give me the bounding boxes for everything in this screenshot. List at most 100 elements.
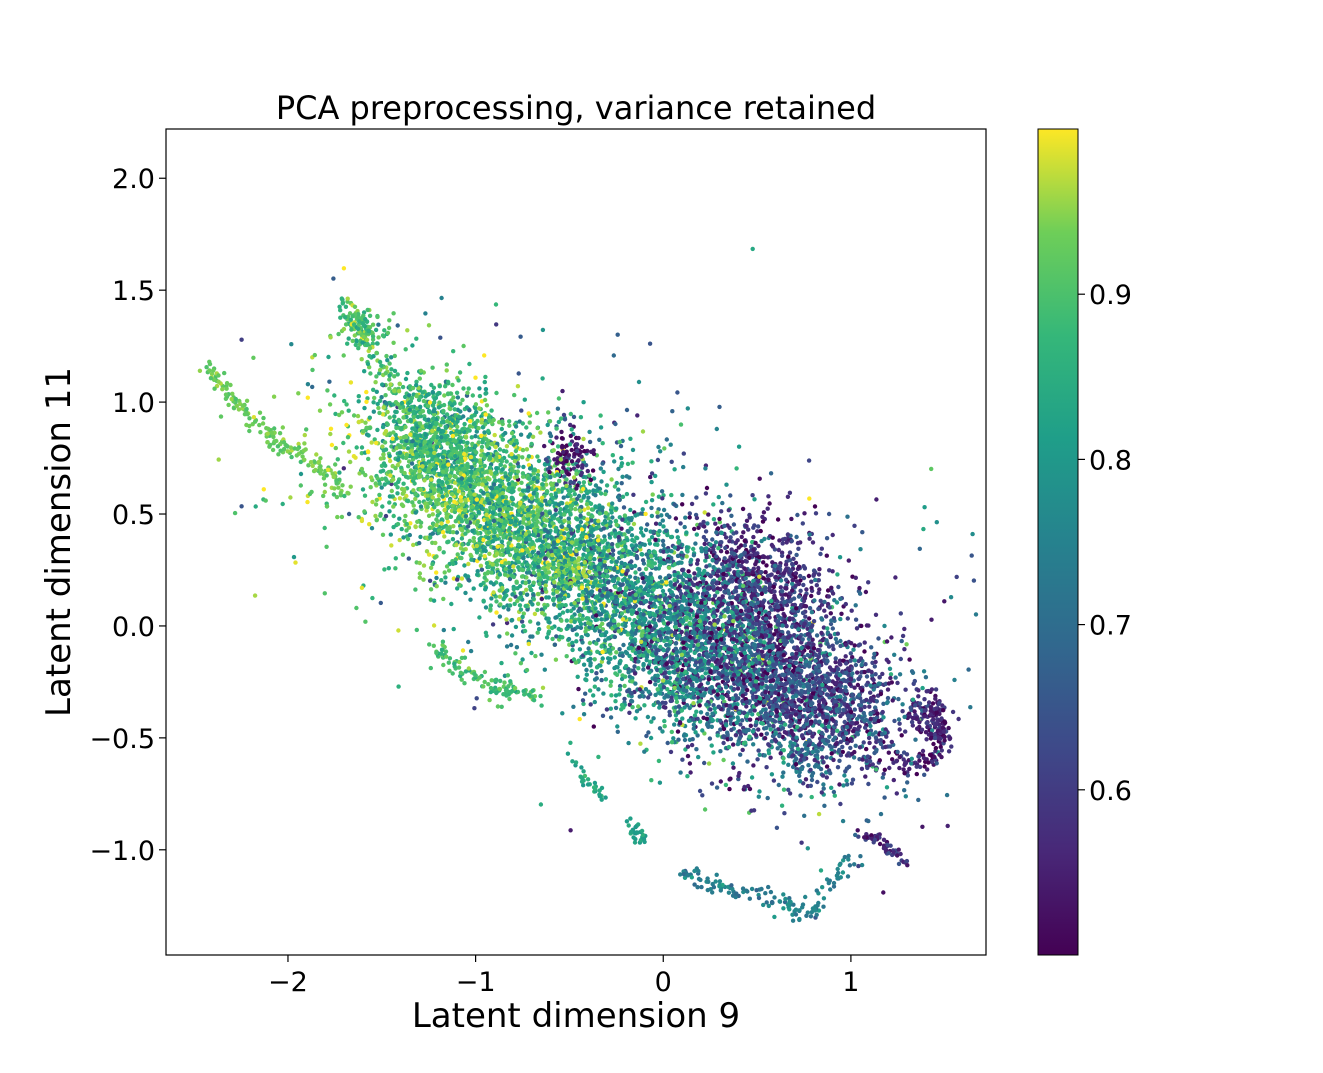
scatter-point [807, 606, 813, 611]
scatter-point [675, 390, 680, 395]
scatter-point [271, 394, 277, 399]
scatter-point [614, 650, 619, 655]
scatter-point [863, 662, 868, 667]
scatter-point [336, 412, 342, 418]
scatter-point [655, 687, 660, 692]
scatter-point [514, 645, 520, 650]
scatter-point [917, 701, 923, 706]
scatter-point [571, 414, 577, 420]
scatter-point [529, 650, 534, 656]
scatter-point [734, 466, 739, 471]
scatter-point [898, 656, 903, 662]
scatter-point [637, 567, 642, 572]
scatter-point [296, 391, 301, 396]
scatter-point [825, 626, 830, 631]
scatter-point [570, 614, 575, 619]
scatter-point [322, 482, 328, 487]
scatter-point [816, 811, 822, 817]
scatter-point [370, 595, 375, 601]
scatter-point [660, 729, 665, 734]
scatter-point [396, 628, 401, 633]
scatter-point [581, 701, 586, 707]
scatter-point [775, 517, 781, 522]
scatter-point [826, 511, 832, 517]
scatter-point [564, 654, 569, 659]
scatter-point [789, 516, 794, 522]
scatter-point [839, 611, 844, 616]
scatter-point [384, 353, 389, 359]
scatter-point [809, 579, 814, 584]
scatter-point [461, 386, 466, 391]
scatter-point [546, 410, 551, 415]
scatter-point [483, 605, 489, 610]
scatter-point [688, 559, 693, 565]
scatter-point [346, 408, 351, 413]
scatter-point [855, 727, 860, 732]
scatter-point [1004, 747, 1008, 751]
scatter-point [793, 560, 799, 566]
scatter-point [504, 644, 510, 649]
scatter-point [720, 622, 726, 628]
scatter-point [881, 837, 887, 842]
scatter-point [821, 625, 827, 630]
scatter-point [684, 625, 689, 630]
scatter-point [568, 828, 573, 833]
scatter-point [387, 509, 392, 514]
scatter-point [577, 592, 582, 598]
scatter-point [637, 607, 642, 612]
scatter-point [709, 663, 714, 668]
scatter-point [628, 816, 633, 821]
scatter-point [711, 570, 716, 576]
scatter-point [442, 393, 447, 398]
scatter-point [576, 493, 582, 499]
scatter-point [587, 489, 592, 494]
scatter-point [929, 617, 934, 622]
scatter-point [456, 665, 462, 670]
scatter-point [630, 460, 635, 465]
scatter-point [760, 629, 765, 634]
scatter-point [622, 696, 627, 702]
scatter-point [477, 615, 482, 620]
scatter-point [220, 387, 225, 392]
scatter-point [482, 397, 488, 403]
scatter-point [397, 516, 402, 521]
scatter-point [471, 535, 476, 541]
scatter-point [841, 783, 846, 788]
scatter-point [733, 693, 738, 698]
scatter-point [553, 507, 558, 513]
scatter-point [801, 582, 806, 588]
scatter-point [657, 683, 663, 688]
scatter-point [858, 547, 863, 552]
scatter-point [740, 718, 745, 723]
scatter-point [494, 610, 499, 615]
scatter-point [821, 786, 826, 791]
scatter-point [473, 375, 478, 380]
scatter-point [799, 840, 804, 845]
scatter-point [506, 607, 511, 612]
scatter-point [731, 742, 736, 747]
scatter-point [832, 793, 837, 798]
scatter-point [807, 664, 812, 669]
scatter-point [409, 461, 415, 466]
scatter-point [488, 603, 493, 608]
scatter-point [662, 724, 667, 729]
scatter-point [434, 501, 439, 506]
scatter-point [374, 341, 380, 346]
scatter-point [613, 421, 618, 427]
scatter-point [562, 595, 567, 601]
scatter-point [881, 701, 886, 706]
scatter-point [856, 863, 861, 869]
scatter-point [608, 621, 613, 627]
scatter-point [253, 504, 258, 509]
scatter-point [288, 495, 293, 500]
scatter-point [815, 779, 820, 785]
scatter-point [443, 384, 448, 389]
scatter-point [535, 601, 541, 606]
scatter-point [365, 449, 371, 455]
scatter-point [809, 593, 814, 599]
scatter-point [630, 705, 635, 710]
scatter-point [596, 754, 601, 760]
scatter-point [760, 514, 765, 520]
scatter-point [534, 410, 540, 416]
scatter-point [793, 583, 798, 588]
